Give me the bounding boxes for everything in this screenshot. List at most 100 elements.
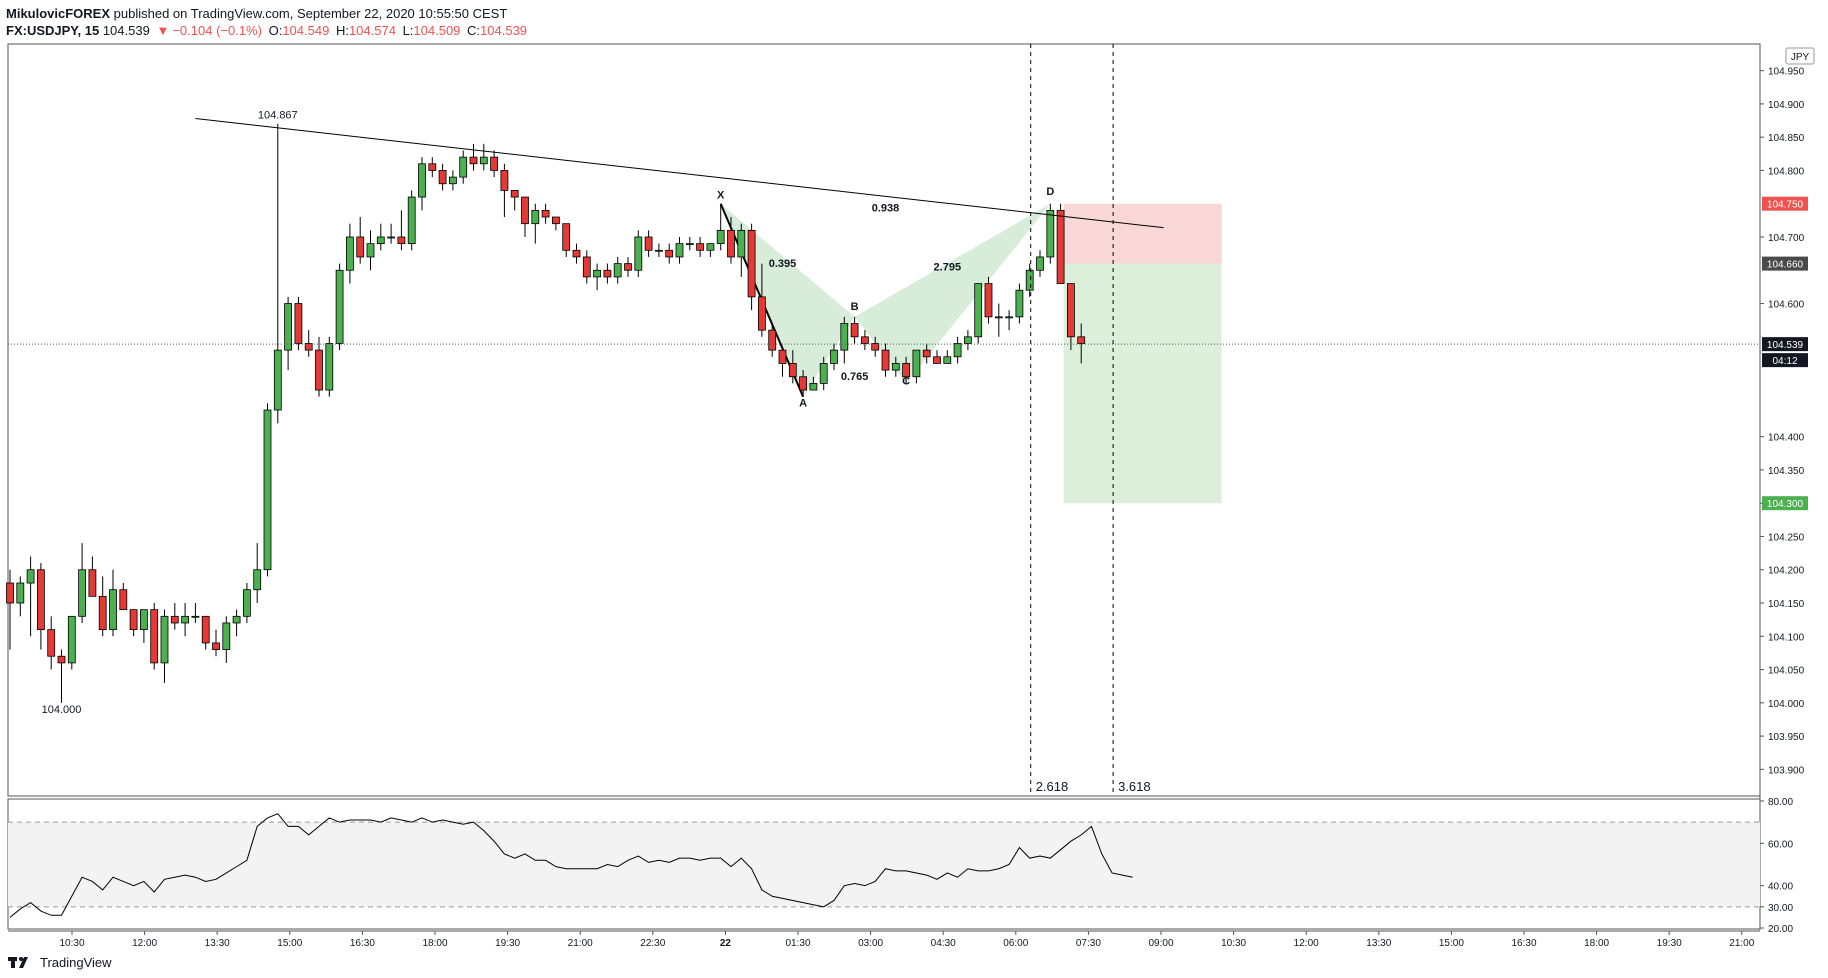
open-value: 104.549 — [282, 23, 330, 38]
candle-up — [943, 356, 952, 364]
time-tick-label: 13:30 — [1366, 938, 1391, 949]
price-tick-label: 104.100 — [1768, 632, 1805, 643]
candle-up — [634, 236, 643, 271]
candle-down — [747, 229, 756, 298]
time-tick-label: 16:30 — [350, 938, 375, 949]
open-label: O: — [268, 23, 283, 38]
time-tick-label: 12:00 — [1294, 938, 1319, 949]
time-tick-label: 21:00 — [568, 938, 593, 949]
candle-up — [325, 343, 334, 391]
price-tick-label: 104.050 — [1768, 666, 1805, 677]
candle-up — [953, 343, 962, 358]
candle-up — [912, 349, 921, 378]
candle-down — [397, 236, 406, 245]
candle-down — [861, 336, 869, 344]
time-tick-label: 18:00 — [422, 938, 447, 949]
candle-up — [840, 323, 849, 351]
publish-line: MikulovicFOREX published on TradingView.… — [6, 5, 530, 22]
publisher-name[interactable]: MikulovicFOREX — [6, 6, 111, 21]
time-tick-label: 10:30 — [59, 938, 84, 949]
candle-up — [1015, 289, 1024, 318]
candle-up — [191, 615, 200, 618]
candle-up — [273, 349, 282, 411]
candle-down — [1067, 283, 1075, 338]
candle-up — [181, 615, 190, 624]
candle-up — [284, 303, 293, 351]
candle-up — [479, 156, 488, 165]
price-badge — [1762, 353, 1808, 368]
candle-down — [294, 303, 303, 344]
candle-up — [964, 336, 972, 344]
bcd-triangle — [854, 203, 1051, 384]
currency-badge[interactable]: JPY — [1785, 47, 1815, 65]
candle-down — [696, 243, 704, 251]
candle-up — [67, 615, 76, 664]
price-tick-label: 104.400 — [1768, 433, 1805, 444]
stop-loss-zone — [1063, 203, 1222, 264]
candle-down — [541, 209, 550, 218]
take-profit-zone — [1063, 263, 1222, 504]
close-label: C: — [467, 23, 481, 38]
chart-annotation-label: 104.867 — [258, 110, 298, 122]
candle-down — [1056, 209, 1065, 284]
candle-up — [716, 229, 725, 245]
candle-up — [459, 156, 468, 178]
candle-down — [6, 582, 14, 604]
candle-up — [407, 196, 416, 245]
candle-up — [376, 236, 385, 245]
candle-up — [830, 349, 838, 364]
candle-down — [727, 229, 735, 258]
low-value: 104.509 — [413, 23, 461, 38]
time-tick-label: 01:30 — [785, 938, 810, 949]
annotations-layer[interactable]: 104.867 104.000 X A B C D 0.395 0.938 2.795 0.765 2… — [8, 44, 1760, 796]
candle-down — [490, 156, 499, 171]
candle-up — [593, 269, 601, 278]
candle-down — [47, 629, 56, 657]
candle-down — [428, 163, 437, 171]
candle-down — [758, 296, 766, 331]
candle-down — [902, 363, 910, 378]
rsi-layer: 80.00 60.00 40.00 30.00 20.00 — [8, 797, 1793, 935]
candle-down — [552, 216, 560, 225]
price-tick-label: 104.150 — [1768, 599, 1805, 610]
candle-down — [304, 343, 313, 351]
published-text: published on TradingView.com, September … — [113, 6, 508, 21]
candle-down — [799, 376, 807, 391]
footer-brand: TradingView — [40, 954, 112, 970]
candle-down — [562, 223, 571, 251]
rsi-tick-label: 80.00 — [1768, 797, 1793, 808]
ohlc-line: FX:USDJPY, 15 104.539 ▼ −0.104 (−0.1%) O:… — [6, 22, 530, 39]
footer[interactable]: TradingView — [8, 954, 112, 970]
candle-down — [850, 323, 859, 338]
candle-up — [263, 409, 272, 571]
time-tick-label: 22 — [720, 938, 732, 949]
candle-up — [737, 229, 746, 258]
candle-down — [521, 196, 529, 225]
time-tick-label: 07:30 — [1076, 938, 1101, 949]
price-tick-label: 103.950 — [1768, 732, 1805, 743]
chart-annotation-label: 0.395 — [769, 258, 797, 270]
candle-down — [778, 349, 787, 364]
candle-down — [582, 256, 591, 278]
price-tick-label: 104.950 — [1768, 67, 1805, 78]
chart-annotation-label: 3.618 — [1118, 779, 1151, 794]
risk-reward-layer[interactable] — [1063, 203, 1222, 504]
down-arrow-icon: ▼ — [156, 23, 170, 38]
candle-up — [232, 615, 241, 624]
candle-up — [706, 243, 715, 251]
chart-annotation-label: 0.938 — [872, 203, 900, 215]
symbol-label[interactable]: FX:USDJPY, 15 — [6, 23, 100, 38]
chart-annotation-label: A — [799, 398, 807, 410]
time-tick-label: 21:00 — [1729, 938, 1754, 949]
candle-up — [809, 382, 818, 391]
last-price: 104.539 — [102, 23, 150, 38]
candle-down — [356, 236, 365, 258]
candle-down — [624, 263, 632, 271]
candle-up — [1046, 209, 1055, 258]
chart-annotation-label: 2.795 — [934, 261, 962, 273]
candle-up — [242, 589, 251, 617]
chart-annotation-label: B — [851, 301, 859, 313]
candle-down — [150, 609, 159, 664]
candle-down — [201, 615, 210, 644]
